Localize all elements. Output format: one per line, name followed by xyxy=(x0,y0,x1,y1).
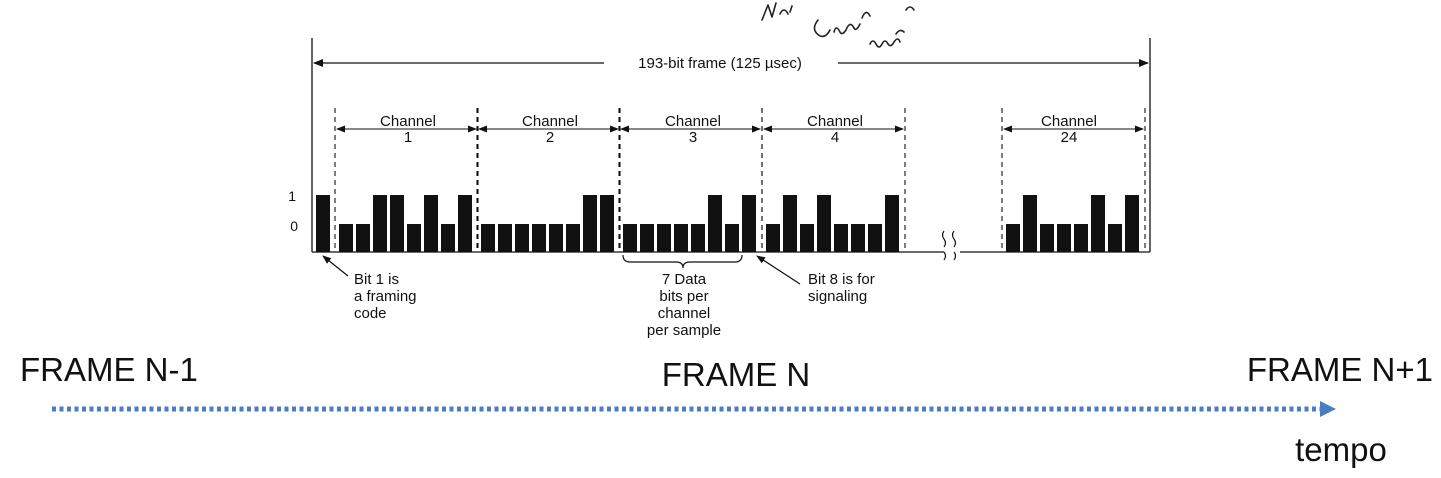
bit-pulse xyxy=(1023,195,1037,252)
bit-pulse xyxy=(407,224,421,252)
channel-number: 3 xyxy=(689,129,697,146)
bit-pulse xyxy=(868,224,882,252)
bit-pulse xyxy=(1006,224,1020,252)
data-bits-note: 7 Data bits per channel per sample xyxy=(622,254,743,339)
bit-pulse xyxy=(1074,224,1088,252)
bit-pulse xyxy=(725,224,739,252)
bit-pulse xyxy=(549,224,563,252)
bit-pulse xyxy=(458,195,472,252)
bit-pulse xyxy=(356,224,370,252)
level-low-label: 0 xyxy=(290,218,298,234)
channel-title: Channel xyxy=(807,113,863,130)
handwritten-scribble xyxy=(761,2,915,48)
framing-note-line-1: Bit 1 is xyxy=(354,271,399,288)
bit-pulse xyxy=(1040,224,1054,252)
framing-note-arrow xyxy=(322,255,349,277)
bit-pulse xyxy=(390,195,404,252)
bit-pulses xyxy=(316,195,1139,252)
bit-pulse xyxy=(498,224,512,252)
frame-next-label: FRAME N+1 xyxy=(1247,351,1433,388)
bit-pulse xyxy=(373,195,387,252)
signaling-bit-note: Bit 8 is for signaling xyxy=(756,255,875,305)
bit-pulse xyxy=(851,224,865,252)
bit-pulse xyxy=(515,224,529,252)
bit-pulse xyxy=(691,224,705,252)
bit-pulse xyxy=(834,224,848,252)
signaling-note-line-2: signaling xyxy=(808,288,867,305)
bit-pulse xyxy=(566,224,580,252)
framing-bit-note: Bit 1 is a framing code xyxy=(322,255,417,322)
bit-pulse xyxy=(1057,224,1071,252)
bit-pulse xyxy=(817,195,831,252)
bit-pulse xyxy=(766,224,780,252)
bit-pulse xyxy=(640,224,654,252)
bit-pulse xyxy=(339,224,353,252)
bit-pulse xyxy=(657,224,671,252)
bit-pulse xyxy=(600,195,614,252)
channel-title: Channel xyxy=(522,113,578,130)
bit-pulse xyxy=(1125,195,1139,252)
frame-label: 193-bit frame (125 µsec) xyxy=(638,55,802,72)
bit-pulse xyxy=(674,224,688,252)
channel-dividers xyxy=(334,108,1146,252)
channel-number: 1 xyxy=(404,129,412,146)
framing-note-line-3: code xyxy=(354,305,387,322)
channel-title: Channel xyxy=(380,113,436,130)
channel-number: 4 xyxy=(831,129,839,146)
bit-pulse xyxy=(708,195,722,252)
channel-title: Channel xyxy=(665,113,721,130)
bit-pulse xyxy=(742,195,756,252)
frame-current-label: FRAME N xyxy=(662,356,811,393)
data-bits-line-3: channel xyxy=(658,305,711,322)
bit-pulse xyxy=(800,224,814,252)
bit-pulse xyxy=(885,195,899,252)
framing-note-line-2: a framing xyxy=(354,288,417,305)
frame-prev-label: FRAME N-1 xyxy=(20,351,198,388)
bit-pulse xyxy=(1091,195,1105,252)
data-bits-line-1: 7 Data xyxy=(662,271,707,288)
bit-pulse xyxy=(1108,224,1122,252)
data-bits-line-4: per sample xyxy=(647,322,721,339)
bit-pulse xyxy=(532,224,546,252)
bit-pulse xyxy=(783,195,797,252)
bit-pulse xyxy=(424,195,438,252)
channel-number: 2 xyxy=(546,129,554,146)
break-marker xyxy=(941,230,957,261)
channel-title: Channel xyxy=(1041,113,1097,130)
time-axis-label: tempo xyxy=(1295,431,1387,468)
bit-pulse xyxy=(583,195,597,252)
signaling-note-arrow xyxy=(756,255,801,285)
channel-number: 24 xyxy=(1061,129,1078,146)
data-bits-brace xyxy=(622,254,743,269)
timeline-arrowhead xyxy=(1320,401,1336,417)
framing-bit-pulse xyxy=(316,195,330,252)
bit-pulse xyxy=(623,224,637,252)
bit-pulse xyxy=(441,224,455,252)
signaling-note-line-1: Bit 8 is for xyxy=(808,271,875,288)
data-bits-line-2: bits per xyxy=(659,288,708,305)
bit-pulse xyxy=(481,224,495,252)
level-high-label: 1 xyxy=(288,188,296,204)
